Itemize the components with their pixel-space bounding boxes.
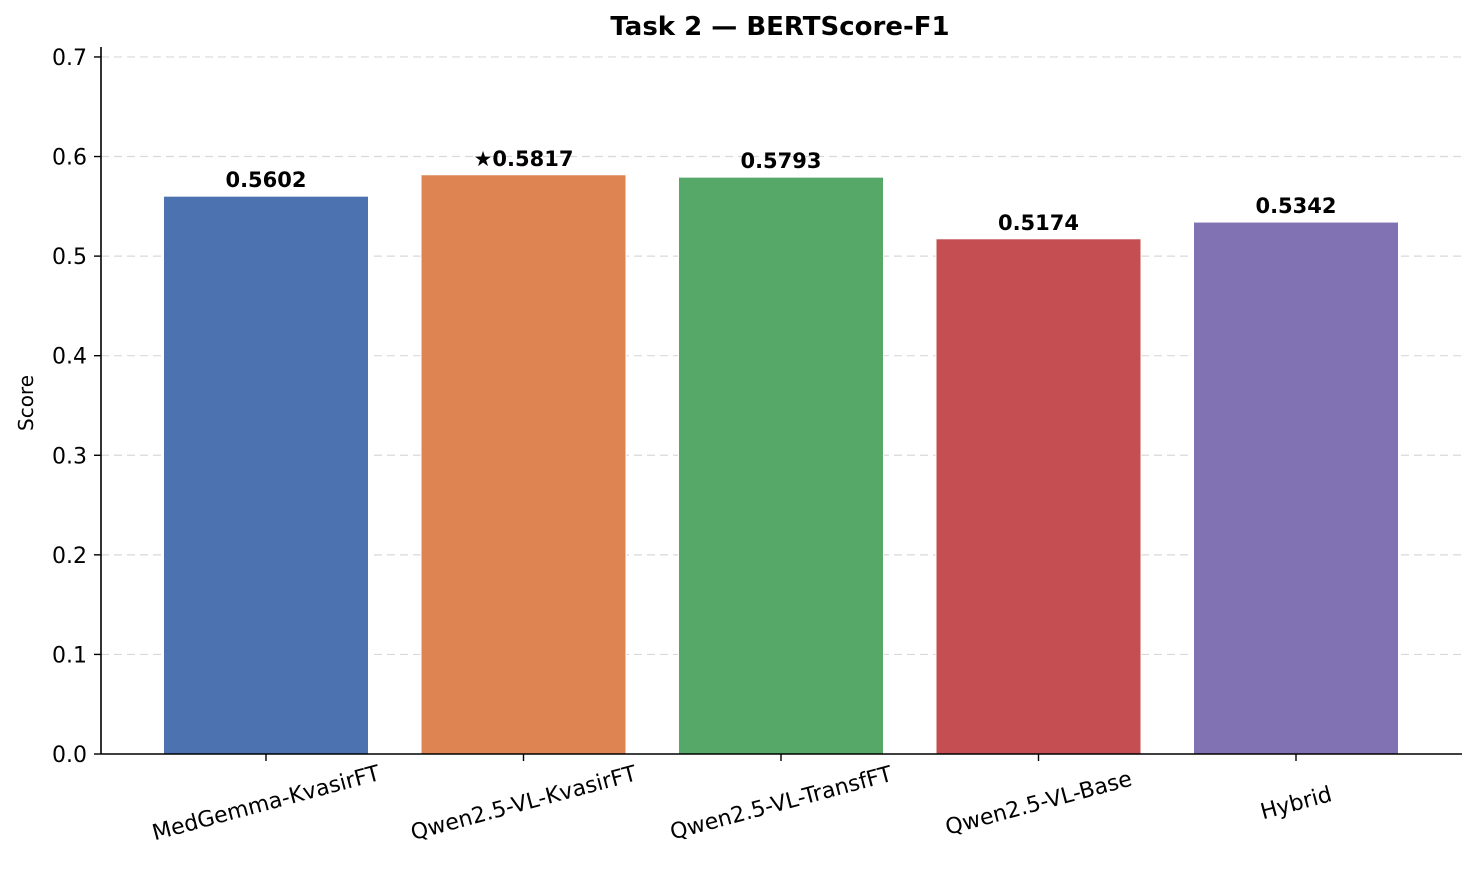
- y-axis-ticks: 0.0 0.1 0.2 0.3 0.4 0.5 0.6 0.7: [52, 46, 101, 768]
- bar: [420, 174, 627, 755]
- y-tick-label: 0.4: [52, 345, 87, 370]
- bar: [935, 238, 1142, 755]
- bar: [163, 195, 369, 755]
- x-tick-label: MedGemma-KvasirFT: [150, 761, 384, 846]
- x-tick-label: Qwen2.5-VL-Base: [943, 767, 1135, 841]
- y-tick-label: 0.1: [52, 643, 87, 668]
- chart-title: Task 2 — BERTScore-F1: [610, 12, 949, 42]
- value-labels: 0.5602 ★0.5817 0.5793 0.5174 0.5342: [225, 147, 1336, 235]
- x-axis-ticks: MedGemma-KvasirFT Qwen2.5-VL-KvasirFT Qwen…: [150, 754, 1335, 846]
- bars: [163, 174, 1399, 755]
- bar-value-label: ★0.5817: [474, 147, 574, 171]
- bar: [1193, 221, 1399, 755]
- y-axis-label: Score: [14, 375, 38, 431]
- x-tick-label: Hybrid: [1258, 782, 1335, 825]
- bar-value-label: 0.5602: [225, 168, 306, 192]
- x-tick-label: Qwen2.5-VL-KvasirFT: [408, 761, 640, 845]
- bar: [678, 176, 884, 755]
- y-tick-label: 0.3: [52, 444, 87, 469]
- y-tick-label: 0.2: [52, 544, 87, 569]
- y-tick-label: 0.6: [52, 146, 87, 171]
- bar-value-label: 0.5342: [1255, 194, 1336, 218]
- bar-value-label: 0.5793: [740, 149, 821, 173]
- y-tick-label: 0.7: [52, 46, 87, 71]
- y-tick-label: 0.0: [52, 743, 87, 768]
- bar-value-label: 0.5174: [998, 211, 1079, 235]
- y-tick-label: 0.5: [52, 245, 87, 270]
- x-tick-label: Qwen2.5-VL-TransfFT: [668, 762, 896, 846]
